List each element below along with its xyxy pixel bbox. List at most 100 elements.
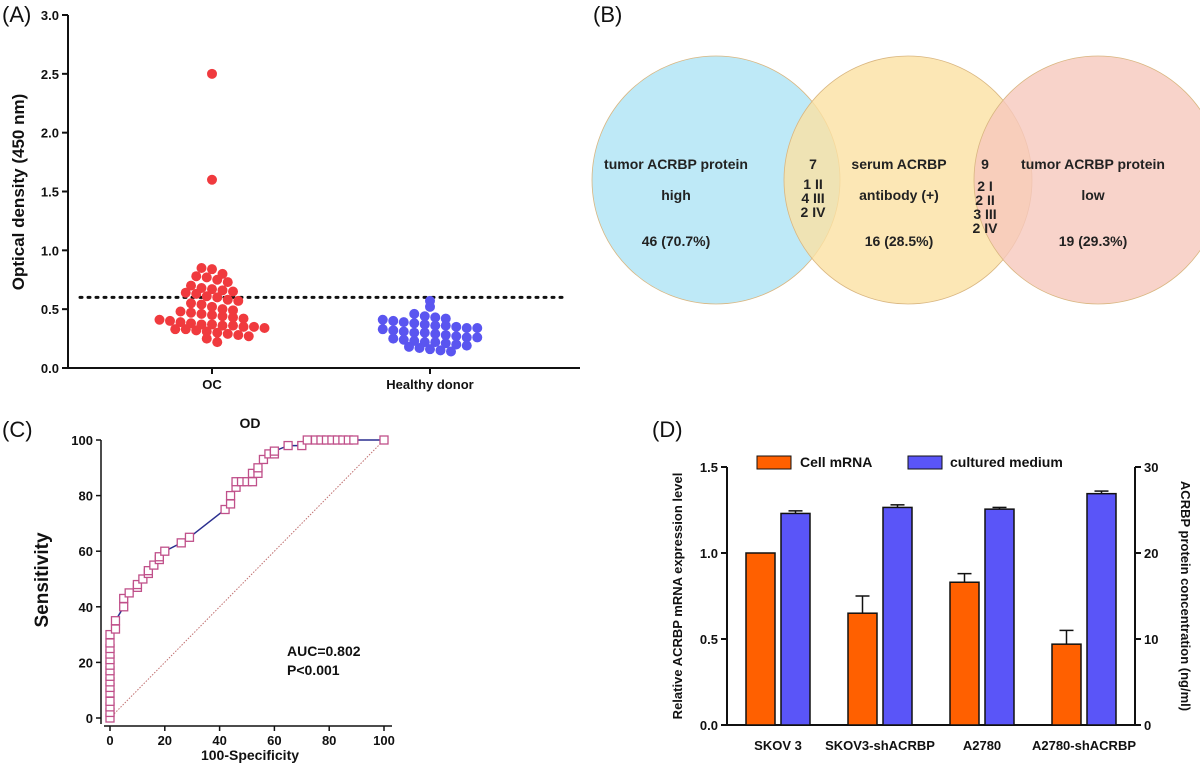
panel-a-data-point [228, 312, 238, 323]
panel-a-data-point [409, 308, 420, 319]
panel-a-data-point [217, 320, 228, 331]
panel-a-data-point [201, 326, 212, 337]
panel-c-roc-point [225, 490, 236, 501]
panel-a-data-point [233, 330, 244, 341]
panel-c-roc-point [119, 593, 129, 604]
panel-a-data-point [228, 320, 238, 331]
panel-c-y-tick-label: 20 [79, 655, 93, 670]
panel-label-a: (A) [2, 2, 31, 27]
panel-d-bar-cultured-medium [1086, 492, 1117, 726]
panel-label-c: (C) [2, 417, 33, 442]
venn-set-3-text: 19 (29.3%) [1059, 233, 1127, 249]
panel-c-roc-point [176, 538, 186, 548]
panel-a-data-point [196, 308, 207, 319]
panel-d-left-axis-title: Relative ACRBP mRNA expression level [670, 473, 685, 720]
panel-c-auc-label: AUC=0.802 [287, 643, 361, 659]
panel-a-data-point [191, 325, 202, 336]
panel-a-data-point [440, 313, 451, 324]
panel-c-roc-point [119, 602, 129, 612]
panel-a-data-point [217, 285, 228, 296]
panel-c-y-tick-label: 60 [79, 544, 93, 559]
panel-d-bar-cell-mrna [949, 581, 980, 726]
panel-a-data-point [212, 292, 223, 303]
panel-a-data-point [207, 264, 217, 275]
panel-c-roc-point [220, 504, 230, 515]
panel-a-data-point [440, 320, 451, 331]
panel-d-bar-cell-mrna [745, 552, 776, 726]
panel-a-data-point [201, 291, 212, 302]
panel-c-roc-point [149, 560, 159, 570]
venn-intersection-2-text: 2 IV [973, 220, 999, 236]
panel-a-data-point [472, 322, 483, 333]
panel-a-data-point [419, 327, 430, 338]
panel-c-roc-point [132, 579, 143, 590]
legend-label-cell-mrna: Cell mRNA [800, 454, 872, 470]
panel-a-data-point [461, 332, 472, 343]
panel-a-y-tick-label: 0.0 [41, 361, 59, 376]
panel-a-data-point [207, 284, 217, 295]
panel-c-roc-point [105, 696, 115, 706]
panel-d-category-label: A2780 [963, 738, 1001, 753]
panel-c-roc-point [379, 435, 389, 445]
panel-a-data-point [440, 330, 451, 341]
panel-a-data-point [451, 339, 462, 350]
panel-c-reference-line [109, 439, 385, 719]
panel-a-data-point [222, 328, 233, 339]
venn-set-3-text: low [1081, 187, 1104, 203]
panel-a-data-point [430, 312, 441, 323]
panel-d-category-label: SKOV3-shACRBP [825, 738, 935, 753]
panel-a-data-point [175, 317, 186, 328]
panel-d-left-tick-label: 1.0 [700, 546, 718, 561]
panel-a-data-point [217, 304, 228, 315]
panel-a-x-label-oc: OC [202, 377, 222, 392]
venn-set-3-text: tumor ACRBP protein [1021, 156, 1165, 172]
panel-a-data-point [175, 306, 186, 317]
panel-c-roc-point [124, 588, 134, 598]
panel-a-data-point [207, 301, 217, 312]
venn-intersection-1-text: 2 IV [801, 204, 827, 220]
panel-a-data-point [165, 315, 175, 326]
panel-a-y-axis-title: Optical density (450 nm) [9, 94, 28, 291]
panel-c-roc-point [225, 499, 236, 509]
panel-c-roc-point [105, 638, 115, 648]
venn-set-2-text: 16 (28.5%) [865, 233, 933, 249]
panel-a-data-point [238, 321, 249, 332]
panel-a-data-point [170, 324, 181, 335]
legend-label-cultured-medium: cultured medium [950, 454, 1063, 470]
panel-a-data-point [249, 321, 259, 332]
panel-a-data-point [398, 317, 409, 328]
panel-a-data-point [388, 325, 399, 336]
panel-a-data-point [430, 337, 441, 348]
panel-a-data-point [186, 280, 196, 291]
panel-a-y-tick-label: 1.0 [41, 243, 59, 258]
panel-a-data-point [440, 338, 451, 349]
panel-d-category-label: A2780-shACRBP [1032, 738, 1136, 753]
panel-a-data-point [435, 345, 446, 356]
panel-c-roc-point [160, 546, 170, 556]
panel-c-y-tick-label: 0 [86, 711, 93, 726]
panel-a-y-tick-label: 1.5 [41, 185, 59, 200]
panel-a-data-point [212, 274, 223, 285]
panel-c-roc-point [258, 454, 269, 465]
panel-a-data-point [207, 310, 217, 321]
panel-d-right-tick-label: 0 [1144, 718, 1151, 733]
panel-a-data-point [377, 314, 388, 325]
panel-a-data-point [201, 272, 212, 283]
panel-c-roc-point [349, 435, 359, 445]
panel-d-bar-cultured-medium [780, 512, 811, 726]
panel-c-y-tick-label: 80 [79, 489, 93, 504]
panel-a-data-point [388, 315, 399, 326]
legend-swatch-cultured-medium [907, 455, 943, 470]
venn-intersection-2-text: 9 [981, 156, 989, 172]
panel-c-y-tick-label: 100 [71, 433, 93, 448]
panel-a-data-point [154, 314, 165, 325]
panel-a-data-point [201, 333, 212, 344]
panel-d-right-tick-label: 30 [1144, 460, 1158, 475]
panel-a-data-point [212, 337, 223, 348]
panel-a-data-point [398, 334, 409, 345]
panel-a-data-point [196, 262, 207, 273]
panel-c-roc-point [105, 629, 115, 640]
panel-a-y-tick-label: 3.0 [41, 8, 59, 23]
venn-intersection-1-text: 7 [809, 156, 817, 172]
panel-c-x-tick-label: 20 [158, 733, 172, 748]
